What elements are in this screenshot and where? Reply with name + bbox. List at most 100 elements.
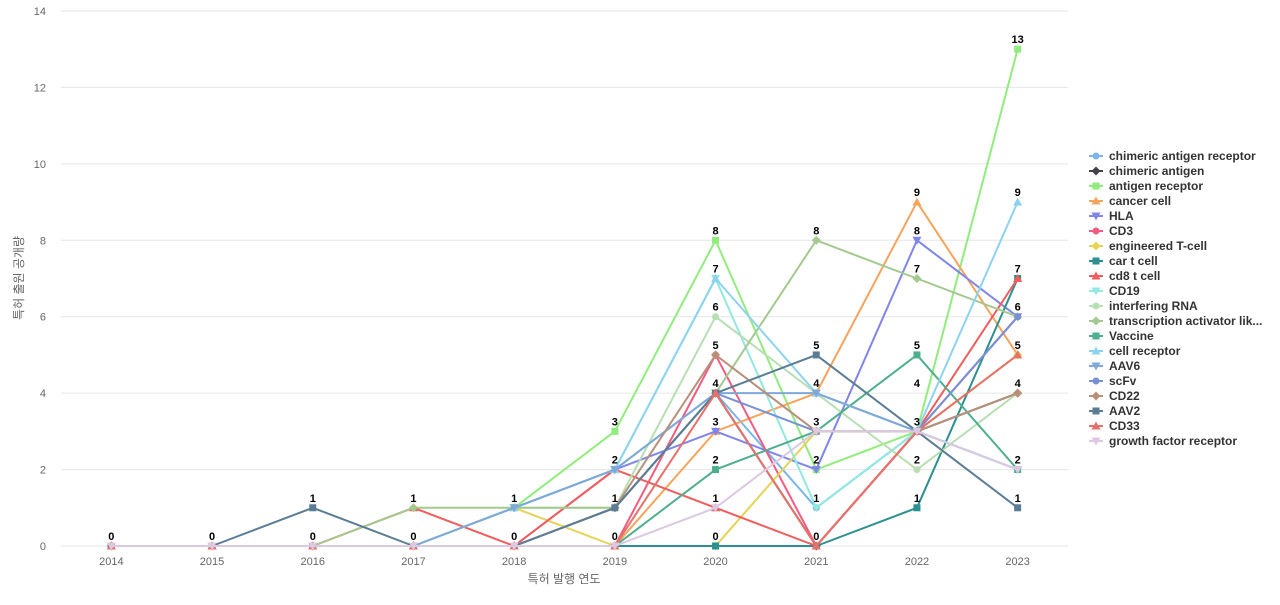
data-label: 4 <box>914 378 921 390</box>
y-axis-title: 특허 출원 공개량 <box>12 236 26 320</box>
series-point <box>1091 421 1101 430</box>
series-point <box>1013 197 1023 206</box>
series-point <box>308 542 318 551</box>
series-point <box>711 388 721 397</box>
series-point <box>1091 316 1101 326</box>
series-point <box>1091 391 1101 401</box>
y-tick-label: 0 <box>40 541 46 553</box>
series-point <box>1091 166 1101 176</box>
legend-label: Vaccine <box>1109 329 1154 343</box>
data-label: 1 <box>914 493 920 505</box>
series-point <box>610 542 620 551</box>
series-line <box>110 353 1019 547</box>
series-point <box>912 274 922 283</box>
legend-item: AAV2 <box>1089 404 1140 418</box>
series-point <box>1091 196 1101 205</box>
series-14 <box>106 197 1023 550</box>
data-label: 13 <box>1012 34 1024 46</box>
series-point <box>1091 241 1101 251</box>
series-point <box>1013 466 1023 475</box>
series-point <box>1092 182 1100 190</box>
series-point <box>811 389 821 398</box>
grid-layer <box>61 10 1068 547</box>
data-label: 2 <box>612 455 618 467</box>
legend-label: transcription activator lik... <box>1109 314 1262 328</box>
data-label: 8 <box>712 225 718 237</box>
series-point <box>1092 377 1100 385</box>
series-point <box>106 542 116 551</box>
data-label: 0 <box>108 531 114 543</box>
x-tick-label: 2015 <box>200 556 224 568</box>
x-tick-label: 2022 <box>905 556 929 568</box>
legend-item: CD3 <box>1089 224 1133 238</box>
data-label: 7 <box>1015 264 1021 276</box>
data-label: 0 <box>209 531 215 543</box>
series-point <box>1092 152 1100 160</box>
x-tick-label: 2020 <box>703 556 727 568</box>
legend-label: HLA <box>1109 209 1134 223</box>
series-point <box>1092 407 1100 415</box>
data-label: 0 <box>612 531 618 543</box>
legend-label: cancer cell <box>1109 194 1171 208</box>
data-label: 2 <box>813 455 819 467</box>
x-tick-label: 2018 <box>502 556 526 568</box>
data-label-layer: 0 010101032108765432108543210987543211397… <box>108 34 1023 543</box>
series-3 <box>107 45 1022 550</box>
y-tick-label: 10 <box>34 159 46 171</box>
series-line <box>110 353 1019 547</box>
series-point <box>1091 437 1101 446</box>
series-point <box>811 427 821 436</box>
series-point <box>610 466 620 475</box>
data-label: 4 <box>712 378 719 390</box>
data-label: 1 <box>712 493 718 505</box>
x-tick-label: 2021 <box>804 556 828 568</box>
series-point <box>408 542 418 551</box>
y-tick-label: 6 <box>40 312 46 324</box>
data-label: 2 <box>914 455 920 467</box>
series-point <box>1091 271 1101 280</box>
legend-label: chimeric antigen <box>1109 164 1204 178</box>
data-label: 8 <box>914 225 920 237</box>
series-point <box>712 466 720 474</box>
legend-label: cd8 t cell <box>1109 269 1160 283</box>
legend-item: engineered T-cell <box>1089 239 1207 253</box>
data-label: 5 <box>813 340 819 352</box>
series-layer <box>106 45 1023 551</box>
data-label: 2 <box>712 455 718 467</box>
series-point <box>1092 227 1100 235</box>
x-tick-label: 2016 <box>301 556 325 568</box>
series-point <box>912 427 922 436</box>
legend-item: car t cell <box>1089 254 1158 268</box>
y-tick-label: 14 <box>34 6 46 18</box>
legend-item: HLA <box>1089 209 1134 223</box>
series-point <box>712 236 720 244</box>
data-label: 9 <box>914 187 920 199</box>
legend-item: growth factor receptor <box>1089 434 1237 448</box>
legend-item: cancer cell <box>1089 194 1171 208</box>
legend-label: cell receptor <box>1109 344 1181 358</box>
legend-label: interfering RNA <box>1109 299 1198 313</box>
series-point <box>1013 350 1023 359</box>
series-point <box>912 197 922 206</box>
data-label: 3 <box>612 416 618 428</box>
data-label: 3 <box>813 416 819 428</box>
data-label: 0 <box>511 531 517 543</box>
series-point <box>1091 212 1101 221</box>
series-point <box>207 542 217 551</box>
series-point <box>1091 362 1101 371</box>
data-label: 5 <box>712 340 718 352</box>
series-point <box>811 466 821 475</box>
series-20 <box>106 427 1023 551</box>
data-label: 4 <box>1015 378 1022 390</box>
data-label: 7 <box>914 264 920 276</box>
x-axis-title: 특허 발행 연도 <box>528 571 601 586</box>
series-point <box>509 542 519 551</box>
legend-item: CD19 <box>1089 284 1140 298</box>
data-label: 3 <box>712 416 718 428</box>
legend-label: scFv <box>1109 374 1137 388</box>
series-point <box>912 236 922 245</box>
x-tick-label: 2017 <box>401 556 425 568</box>
